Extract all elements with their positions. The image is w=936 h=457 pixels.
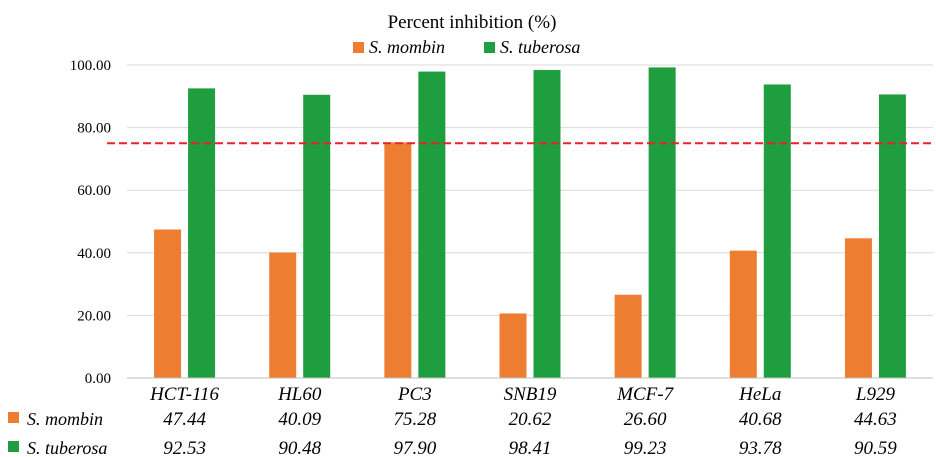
bar: [303, 94, 331, 378]
bar: [384, 142, 412, 378]
table-value: 26.60: [624, 409, 667, 430]
table-value: 47.44: [163, 409, 206, 430]
data-table: S. mombin 47.44 40.09 75.28 20.62 26.60 40.68 4…: [8, 409, 897, 457]
x-tick-label: MCF-7: [616, 384, 674, 405]
gridlines: [127, 64, 933, 316]
legend: S. mombin S. tuberosa: [353, 37, 580, 57]
y-tick-label: 20.00: [77, 308, 111, 324]
table-value: 44.63: [854, 409, 897, 430]
legend-label: S. mombin: [369, 37, 445, 57]
table-value: 93.78: [739, 438, 782, 457]
bar: [614, 294, 642, 378]
y-tick-label: 80.00: [77, 121, 111, 137]
bar: [844, 238, 872, 378]
table-value: 75.28: [393, 409, 436, 430]
table-value: 40.68: [739, 409, 782, 430]
x-axis: HCT-116 HL60 PC3 SNB19 MCF-7 HeLa L929: [127, 377, 933, 405]
bar: [188, 88, 216, 378]
table-value: 98.41: [509, 438, 552, 457]
x-tick-label: L929: [855, 384, 896, 405]
bar: [878, 94, 906, 378]
x-tick-label: SNB19: [504, 384, 557, 405]
y-axis: 0.00 20.00 40.00 60.00 80.00 100.00: [70, 58, 111, 387]
legend-label: S. tuberosa: [500, 37, 580, 57]
table-value: 20.62: [509, 409, 552, 430]
table-series-name: S. mombin: [27, 409, 103, 429]
x-tick-label: HeLa: [738, 384, 781, 405]
bar: [154, 229, 182, 378]
legend-swatch: [353, 42, 364, 53]
bar: [269, 252, 297, 378]
bar: [648, 67, 676, 379]
table-legend-key: [8, 441, 19, 452]
bar: [418, 71, 446, 378]
x-tick-label: PC3: [397, 384, 432, 405]
legend-swatch: [484, 42, 495, 53]
table-value: 92.53: [163, 438, 206, 457]
bar: [499, 313, 527, 378]
y-tick-label: 0.00: [85, 371, 111, 387]
table-value: 99.23: [624, 438, 667, 457]
table-value: 97.90: [393, 438, 436, 457]
x-tick-label: HL60: [277, 384, 322, 405]
table-value: 90.48: [278, 438, 321, 457]
table-legend-key: [8, 412, 19, 423]
bar: [763, 84, 791, 378]
chart-title: Percent inhibition (%): [388, 12, 557, 33]
x-tick-label: HCT-116: [149, 384, 219, 405]
table-value: 90.59: [854, 438, 897, 457]
bar: [729, 250, 757, 378]
y-tick-label: 100.00: [70, 58, 111, 74]
bars: [154, 67, 906, 379]
y-tick-label: 40.00: [77, 246, 111, 262]
table-value: 40.09: [278, 409, 321, 430]
y-tick-label: 60.00: [77, 183, 111, 199]
bar: [533, 69, 561, 379]
table-series-name: S. tuberosa: [27, 438, 107, 457]
